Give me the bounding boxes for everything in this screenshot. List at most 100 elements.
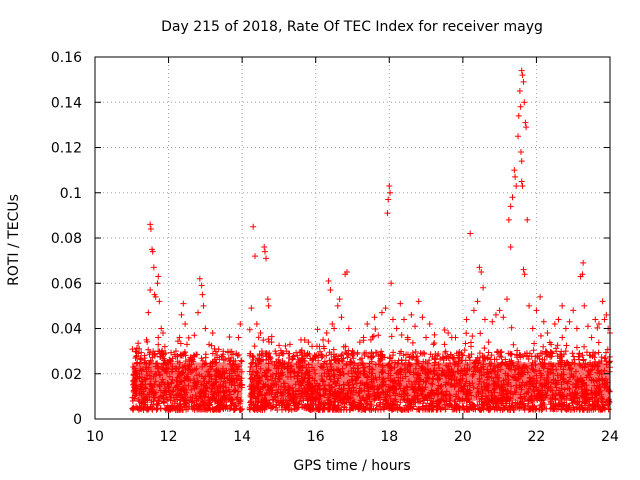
data-point — [211, 345, 218, 352]
y-tick-label: 0.02 — [51, 367, 82, 383]
background-point — [507, 351, 514, 358]
background-point — [217, 406, 224, 413]
background-point — [412, 348, 419, 355]
background-point — [133, 352, 140, 359]
data-point — [515, 133, 522, 140]
background-point — [445, 355, 452, 362]
data-point — [551, 320, 558, 327]
data-point — [343, 268, 350, 275]
background-point — [506, 406, 513, 413]
data-point — [165, 359, 172, 366]
x-axis-ticks: 10 12 14 16 18 20 22 24 — [86, 57, 619, 445]
data-point — [393, 325, 400, 332]
data-point — [268, 339, 275, 346]
background-point — [537, 332, 544, 339]
background-point — [255, 334, 262, 341]
data-point — [239, 382, 246, 389]
data-point — [182, 320, 189, 327]
data-point — [160, 330, 167, 337]
background-point — [498, 354, 505, 361]
background-point — [422, 405, 429, 412]
background-point — [540, 343, 547, 350]
background-point — [372, 406, 379, 413]
background-point — [247, 350, 254, 357]
background-point — [331, 351, 338, 358]
background-point — [559, 334, 566, 341]
data-point — [518, 178, 525, 185]
background-point — [237, 406, 244, 413]
data-point — [419, 314, 426, 321]
background-point — [320, 403, 327, 410]
data-point — [360, 334, 367, 341]
background-point — [342, 349, 349, 356]
background-point — [313, 352, 320, 359]
data-point — [338, 314, 345, 321]
data-point — [187, 354, 194, 361]
background-point — [339, 351, 346, 358]
data-point — [588, 334, 595, 341]
background-point — [318, 351, 325, 358]
y-tick-label: 0.06 — [51, 276, 82, 292]
background-point — [420, 349, 427, 356]
background-point — [350, 351, 357, 358]
background-point — [595, 406, 602, 413]
data-point — [320, 336, 327, 343]
data-point — [401, 316, 407, 323]
data-point — [253, 320, 260, 327]
background-point — [220, 405, 227, 412]
data-point — [161, 343, 168, 350]
background-point — [558, 401, 565, 408]
data-point — [521, 271, 528, 278]
data-point — [149, 248, 156, 255]
background-point — [314, 326, 321, 333]
data-point — [478, 268, 485, 275]
background-point — [539, 402, 546, 409]
data-point — [504, 296, 510, 303]
data-point — [305, 339, 312, 346]
background-point — [517, 352, 524, 359]
background-point — [250, 354, 257, 361]
background-point — [378, 356, 385, 363]
data-point — [430, 341, 437, 348]
data-point — [261, 244, 268, 251]
background-point — [471, 402, 478, 409]
background-point — [582, 400, 589, 407]
data-point — [378, 309, 385, 316]
data-points — [130, 67, 613, 395]
background-point — [398, 331, 405, 338]
data-point — [130, 388, 137, 395]
background-point — [470, 401, 477, 408]
background-point — [182, 349, 189, 356]
data-point — [474, 298, 481, 305]
background-point — [341, 404, 348, 411]
data-point — [147, 287, 154, 294]
background-point — [191, 402, 198, 409]
data-point — [200, 302, 207, 309]
background-point — [309, 343, 316, 350]
data-point — [147, 221, 154, 228]
data-point — [272, 348, 279, 355]
background-point — [487, 356, 494, 363]
dense-data-band — [129, 324, 613, 413]
data-point — [172, 348, 179, 355]
background-point — [246, 404, 253, 411]
data-point — [141, 352, 148, 359]
background-point — [432, 356, 439, 363]
data-point — [261, 248, 268, 255]
background-point — [512, 404, 519, 411]
data-point — [507, 244, 514, 251]
background-point — [372, 325, 379, 332]
data-point — [599, 298, 606, 305]
background-point — [358, 401, 365, 408]
background-point — [573, 344, 580, 351]
background-point — [441, 327, 448, 334]
data-point — [237, 320, 244, 327]
background-point — [149, 404, 156, 411]
background-point — [388, 333, 395, 340]
background-point — [165, 405, 172, 412]
background-point — [415, 405, 422, 412]
background-point — [279, 406, 286, 413]
x-tick-label: 18 — [380, 429, 398, 445]
background-point — [161, 400, 168, 407]
